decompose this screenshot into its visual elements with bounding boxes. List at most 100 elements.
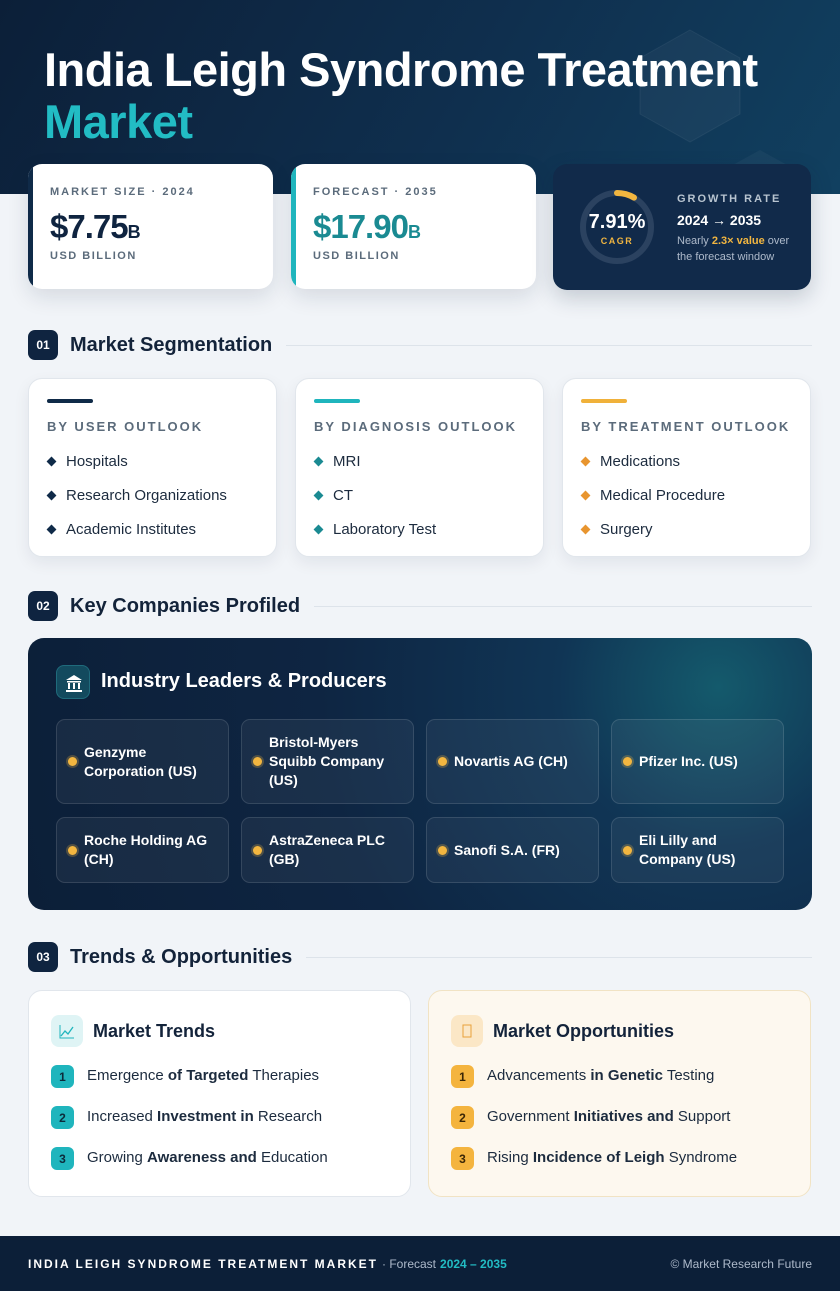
item-text-part: Therapies bbox=[248, 1067, 320, 1084]
section-title: Key Companies Profiled bbox=[70, 594, 301, 617]
segment-item-text: Surgery bbox=[600, 520, 653, 538]
section-number: 01 bbox=[28, 330, 58, 360]
item-number: 3 bbox=[51, 1147, 74, 1170]
segment-heading: BY TREATMENT OUTLOOK bbox=[581, 419, 791, 434]
card-list: 1 Advancements in Genetic Testing 2 Governm… bbox=[451, 1065, 737, 1188]
bullet bbox=[46, 524, 57, 534]
item-text-part: Syndrome bbox=[664, 1149, 738, 1166]
footer: INDIA LEIGH SYNDROME TREATMENT MARKET · … bbox=[0, 1236, 840, 1291]
item-text: Emergence of Targeted Therapies bbox=[87, 1065, 319, 1084]
stat-card: MARKET SIZE · 2024 $7.75B USD BILLION bbox=[28, 164, 273, 289]
cagr-ring bbox=[580, 190, 654, 264]
growth-label: GROWTH RATE bbox=[677, 193, 782, 205]
stat-number: $7.75 bbox=[50, 208, 129, 245]
item-text-part: Education bbox=[256, 1149, 328, 1166]
stat-number: $17.90 bbox=[313, 208, 409, 245]
bullet bbox=[580, 456, 591, 466]
card-icon bbox=[51, 1015, 83, 1047]
segment-item: Academic Institutes bbox=[46, 512, 258, 546]
segment-item-text: Medications bbox=[600, 452, 681, 470]
note-part: 2.3× value bbox=[711, 235, 765, 247]
item-number: 1 bbox=[51, 1065, 74, 1088]
card-item: 3 Growing Awareness and Education bbox=[51, 1147, 328, 1188]
item-number: 2 bbox=[51, 1106, 74, 1129]
cagr-value: 7.91% bbox=[588, 211, 646, 233]
stat-sub: USD BILLION bbox=[313, 250, 400, 262]
segment-item-text: Medical Procedure bbox=[600, 486, 726, 504]
item-text-part: Advancements bbox=[487, 1067, 591, 1084]
company-tile: Bristol-Myers Squibb Company (US) bbox=[241, 719, 414, 804]
segment-item-text: Research Organizations bbox=[66, 486, 227, 504]
footer-period: 2024 – 2035 bbox=[440, 1256, 507, 1271]
stat-label: MARKET SIZE · 2024 bbox=[50, 186, 195, 198]
segment-card: BY TREATMENT OUTLOOK Medications Medical P… bbox=[562, 378, 811, 557]
company-tile: AstraZeneca PLC (GB) bbox=[241, 817, 414, 883]
item-text-part: Initiatives and bbox=[573, 1108, 674, 1125]
item-number: 2 bbox=[451, 1106, 474, 1129]
card-item: 1 Emergence of Targeted Therapies bbox=[51, 1065, 328, 1106]
segment-card: BY DIAGNOSIS OUTLOOK MRI CT Laboratory Test bbox=[295, 378, 544, 557]
item-text: Advancements in Genetic Testing bbox=[487, 1065, 714, 1084]
section-title: Trends & Opportunities bbox=[70, 945, 293, 968]
stat-label: FORECAST · 2035 bbox=[313, 186, 438, 198]
company-tile: Sanofi S.A. (FR) bbox=[426, 817, 599, 883]
item-text-part: Rising bbox=[487, 1149, 533, 1166]
segment-heading: BY USER OUTLOOK bbox=[47, 419, 204, 434]
card-list: 1 Emergence of Targeted Therapies 2 Increas… bbox=[51, 1065, 328, 1188]
item-text-part: Incidence of Leigh bbox=[532, 1149, 665, 1166]
section-header: 01 Market Segmentation bbox=[28, 330, 812, 360]
company-tile: Genzyme Corporation (US) bbox=[56, 719, 229, 804]
title-text: India Leigh Syndrome Treatment bbox=[44, 43, 758, 96]
segment-item: Hospitals bbox=[46, 444, 258, 478]
note-part: over the forecast window bbox=[677, 235, 793, 263]
segment-item: Laboratory Test bbox=[313, 512, 525, 546]
bullet bbox=[313, 456, 324, 466]
segment-item: Research Organizations bbox=[46, 478, 258, 512]
item-text-part: Investment in bbox=[157, 1108, 254, 1125]
bullet bbox=[580, 524, 591, 534]
card-item: 2 Government Initiatives and Support bbox=[451, 1106, 737, 1147]
segment-item: Medications bbox=[580, 444, 792, 478]
bank-icon bbox=[66, 675, 82, 692]
stat-unit: B bbox=[407, 222, 421, 242]
stat-unit: B bbox=[127, 222, 141, 242]
company-tile: Pfizer Inc. (US) bbox=[611, 719, 784, 804]
segment-item: MRI bbox=[313, 444, 525, 478]
title-highlight: Market bbox=[44, 95, 193, 148]
company-tile: Roche Holding AG (CH) bbox=[56, 817, 229, 883]
growth-note: Nearly 2.3× value over the forecast wind… bbox=[677, 233, 802, 265]
footer-credit: © Market Research Future bbox=[670, 1256, 812, 1271]
section-header: 03 Trends & Opportunities bbox=[28, 942, 812, 972]
segment-list: Medications Medical Procedure Surgery bbox=[580, 444, 792, 546]
bullet bbox=[313, 490, 324, 500]
item-text-part: Government bbox=[487, 1108, 574, 1125]
bullet bbox=[313, 524, 324, 534]
segment-item: CT bbox=[313, 478, 525, 512]
item-text-part: in Genetic bbox=[590, 1067, 663, 1084]
segment-list: MRI CT Laboratory Test bbox=[313, 444, 525, 546]
segment-item-text: Laboratory Test bbox=[333, 520, 437, 538]
company-tile: Eli Lilly and Company (US) bbox=[611, 817, 784, 883]
section-rule bbox=[314, 605, 812, 607]
segment-list: Hospitals Research Organizations Academic … bbox=[46, 444, 258, 546]
panel-icon bbox=[56, 665, 90, 699]
footer-title: INDIA LEIGH SYNDROME TREATMENT MARKET bbox=[28, 1256, 378, 1271]
company-tile: Novartis AG (CH) bbox=[426, 719, 599, 804]
section-number: 03 bbox=[28, 942, 58, 972]
item-text: Rising Incidence of Leigh Syndrome bbox=[487, 1147, 737, 1166]
item-text-part: Emergence bbox=[87, 1067, 168, 1084]
bullet bbox=[46, 456, 57, 466]
item-text-part: Research bbox=[253, 1108, 323, 1125]
segment-item-text: MRI bbox=[333, 452, 361, 470]
bullet bbox=[580, 490, 591, 500]
segment-item-text: Hospitals bbox=[66, 452, 128, 470]
stat-sub: USD BILLION bbox=[50, 250, 137, 262]
growth-period: 2024 → 2035 bbox=[677, 212, 762, 228]
cagr-label: CAGR bbox=[600, 236, 634, 246]
title: India Leigh Syndrome Treatment Market bbox=[44, 44, 758, 148]
bullet bbox=[46, 490, 57, 500]
item-text-part: Support bbox=[673, 1108, 731, 1125]
item-text: Government Initiatives and Support bbox=[487, 1106, 730, 1125]
